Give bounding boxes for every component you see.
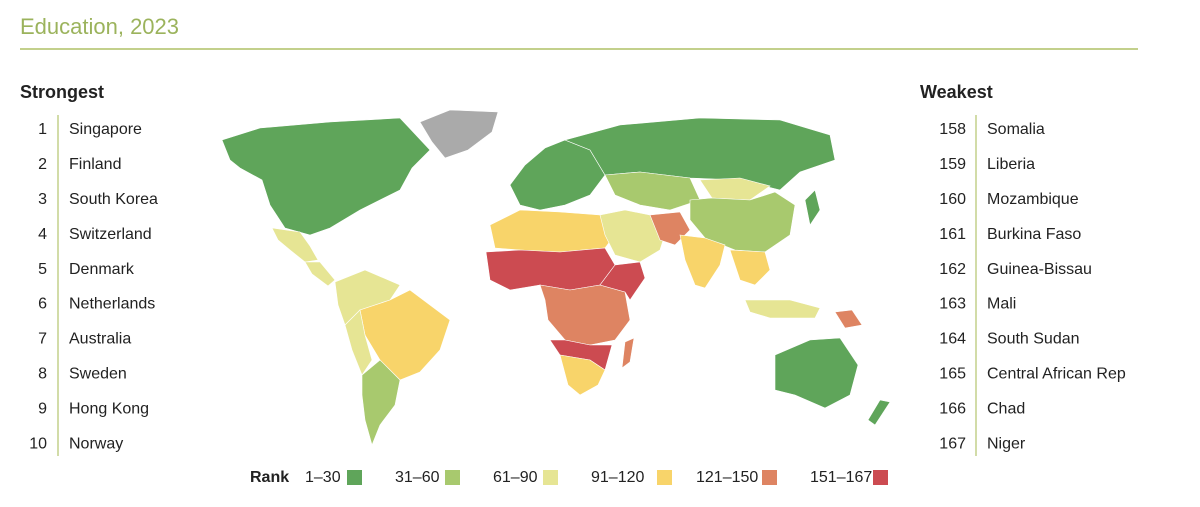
sahel: [485, 247, 616, 291]
north-america: [221, 117, 431, 236]
country: Sweden: [69, 366, 127, 383]
southeast-asia: [729, 249, 771, 286]
rank: 3: [38, 191, 47, 208]
country: South Korea: [69, 191, 158, 208]
country: Switzerland: [69, 226, 152, 243]
india: [679, 234, 726, 289]
papua: [834, 309, 863, 329]
country: Guinea-Bissau: [987, 261, 1092, 278]
rank: 160: [939, 191, 966, 208]
russia: [564, 117, 836, 191]
title: Education, 2023: [20, 14, 179, 39]
mexico: [271, 227, 319, 263]
strongest-heading: Strongest: [20, 82, 104, 102]
rank: 5: [38, 261, 47, 278]
weakest-heading: Weakest: [920, 82, 993, 102]
country: Finland: [69, 156, 121, 173]
legend-swatch: [657, 470, 672, 485]
southern-cone: [361, 359, 401, 446]
legend-label: 61–90: [493, 469, 538, 486]
legend-swatch: [543, 470, 558, 485]
madagascar: [621, 337, 635, 369]
new-zealand: [867, 399, 891, 426]
country: Chad: [987, 400, 1025, 417]
legend-swatch: [347, 470, 362, 485]
legend-swatch: [445, 470, 460, 485]
rank: 10: [29, 435, 47, 452]
rank: 9: [38, 400, 47, 417]
legend-label: 1–30: [305, 469, 341, 486]
country: Hong Kong: [69, 400, 149, 417]
australia: [774, 337, 859, 409]
country: Mali: [987, 296, 1016, 313]
legend-title: Rank: [250, 469, 289, 486]
rank: 1: [38, 121, 47, 138]
central-america: [304, 261, 336, 287]
country: Norway: [69, 435, 123, 452]
japan: [804, 189, 821, 226]
rank: 4: [38, 226, 47, 243]
legend-label: 91–120: [591, 469, 644, 486]
rank: 161: [939, 226, 966, 243]
country: Somalia: [987, 121, 1045, 138]
country: Niger: [987, 435, 1026, 452]
rank: 162: [939, 261, 966, 278]
rank: 7: [38, 331, 47, 348]
middle-east: [599, 209, 669, 263]
rank: 2: [38, 156, 47, 173]
legend-label: 151–167: [810, 469, 872, 486]
legend-label: 31–60: [395, 469, 440, 486]
rank: 167: [939, 435, 966, 452]
country: Singapore: [69, 121, 142, 138]
brazil: [359, 289, 451, 381]
country: South Sudan: [987, 331, 1080, 348]
greenland: [419, 109, 499, 159]
andes: [344, 309, 373, 376]
central-africa: [539, 284, 631, 346]
legend-swatch: [873, 470, 888, 485]
rank: 159: [939, 156, 966, 173]
country: Burkina Faso: [987, 226, 1081, 243]
legend-swatch: [762, 470, 777, 485]
rank: 164: [939, 331, 966, 348]
country: Liberia: [987, 156, 1035, 173]
legend-label: 121–150: [696, 469, 758, 486]
china: [689, 191, 796, 253]
country: Denmark: [69, 261, 135, 278]
central-asia: [604, 171, 701, 211]
country: Netherlands: [69, 296, 155, 313]
rank: 166: [939, 400, 966, 417]
country: Central African Rep: [987, 366, 1126, 383]
rank: 158: [939, 121, 966, 138]
mongolia: [699, 177, 771, 201]
country: Mozambique: [987, 191, 1079, 208]
world-map: [221, 109, 891, 446]
country: Australia: [69, 331, 131, 348]
rank: 165: [939, 366, 966, 383]
rank: 163: [939, 296, 966, 313]
indonesia: [744, 299, 821, 319]
rank: 6: [38, 296, 47, 313]
southern-africa: [559, 354, 606, 396]
rank: 8: [38, 366, 47, 383]
